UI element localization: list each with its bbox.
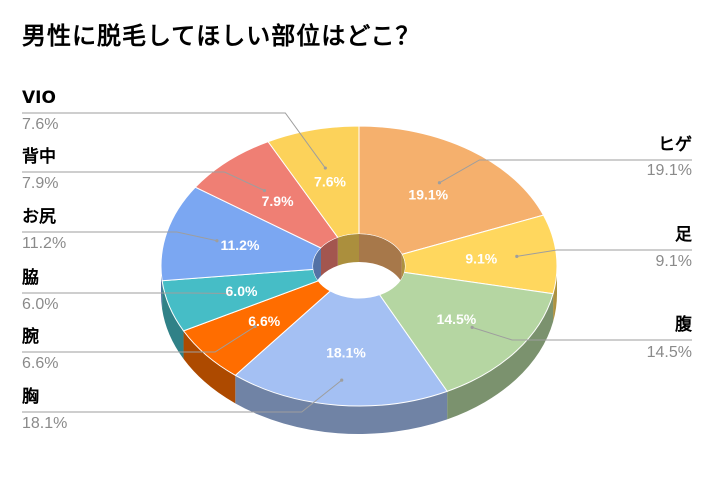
leader-dot bbox=[228, 291, 232, 296]
outside-category-label: 背中 bbox=[22, 146, 56, 167]
outside-percent-label: 18.1% bbox=[22, 415, 67, 432]
outside-category-label: お尻 bbox=[22, 207, 56, 227]
slice-value-label: 7.9% bbox=[262, 193, 294, 209]
leader-line bbox=[22, 379, 343, 413]
leader-dot bbox=[323, 166, 327, 170]
outside-category-label: 胸 bbox=[22, 386, 39, 407]
leader-line bbox=[22, 171, 265, 192]
outside-percent-label: 9.1% bbox=[656, 253, 692, 270]
outside-percent-label: 7.9% bbox=[22, 175, 58, 192]
outside-category-label: 脇 bbox=[22, 267, 39, 288]
inner-wall-8 bbox=[320, 237, 338, 276]
donut-top bbox=[160, 125, 558, 407]
leader-line bbox=[22, 112, 326, 169]
side-wall-3 bbox=[447, 293, 554, 420]
leader-lines bbox=[22, 112, 692, 413]
slice-value-label: 11.2% bbox=[220, 237, 259, 253]
chart-title: 男性に脱毛してほしい部位はどこ？ bbox=[22, 22, 421, 50]
leader-line bbox=[22, 326, 256, 353]
leader-dot bbox=[253, 324, 257, 329]
slice-value-label: 7.6% bbox=[314, 174, 346, 190]
side-wall-4 bbox=[235, 375, 448, 434]
slice-value-labels: 19.1% 9.1% 14.5% 18.1% 6.6% 6.0% 11.2% 7.9% 7.6% bbox=[220, 174, 497, 361]
outside-category-label: 腹 bbox=[675, 314, 693, 335]
outside-category-label: VIO bbox=[22, 88, 56, 108]
leader-dot bbox=[262, 188, 267, 193]
outside-percent-label: 6.6% bbox=[22, 355, 58, 372]
leader-line bbox=[471, 326, 692, 341]
inner-wall-9 bbox=[337, 234, 359, 266]
leader-line bbox=[22, 231, 218, 242]
outside-labels: ヒゲ 19.1% 足 9.1% 腹 14.5% 胸 18.1% 腕 6.6% 脇 6.0% お尻 11.2… bbox=[22, 88, 693, 432]
leader-dot bbox=[340, 378, 344, 382]
leader-dot bbox=[437, 181, 442, 185]
slice-value-label: 6.6% bbox=[248, 313, 280, 329]
slice-value-label: 18.1% bbox=[326, 344, 366, 360]
slice-7 bbox=[160, 186, 322, 282]
side-wall-5 bbox=[183, 330, 236, 404]
slice-value-label: 9.1% bbox=[465, 251, 497, 267]
leader-dot bbox=[470, 325, 474, 329]
side-wall-6 bbox=[162, 280, 184, 359]
outside-percent-label: 11.2% bbox=[22, 235, 66, 252]
donut-hole bbox=[313, 234, 405, 298]
outside-percent-label: 19.1% bbox=[647, 162, 692, 179]
outside-category-label: 足 bbox=[675, 225, 692, 245]
leader-line bbox=[439, 159, 692, 184]
leader-line bbox=[516, 249, 692, 257]
donut-side-walls bbox=[161, 266, 557, 434]
leader-dot bbox=[215, 239, 219, 243]
outside-category-label: 腕 bbox=[22, 326, 39, 347]
outside-category-label: ヒゲ bbox=[658, 134, 692, 155]
leader-line bbox=[22, 292, 231, 295]
inner-wall-1 bbox=[359, 234, 402, 283]
slice-value-label: 19.1% bbox=[408, 186, 448, 202]
outside-percent-label: 6.0% bbox=[22, 296, 58, 313]
slice-value-label: 6.0% bbox=[226, 283, 258, 299]
slice-value-label: 14.5% bbox=[437, 311, 477, 327]
outside-percent-label: 14.5% bbox=[647, 344, 692, 361]
leader-dot bbox=[515, 254, 519, 258]
outside-percent-label: 7.6% bbox=[22, 116, 58, 133]
